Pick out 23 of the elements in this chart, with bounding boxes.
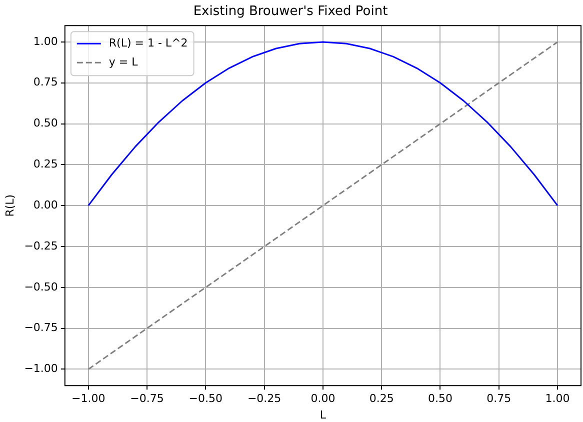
x-tick-label: −1.00 bbox=[72, 392, 106, 406]
y-tick-label: −0.75 bbox=[24, 321, 58, 334]
legend-label: R(L) = 1 - L^2 bbox=[108, 36, 188, 50]
x-tick-label: 0.50 bbox=[428, 392, 452, 406]
x-tick-label: −0.25 bbox=[247, 392, 282, 406]
y-tick-label: 1.00 bbox=[33, 34, 58, 48]
legend-label: y = L bbox=[108, 55, 139, 68]
x-tick-label: 0.25 bbox=[369, 392, 394, 406]
x-tick-label: 1.00 bbox=[545, 392, 570, 406]
x-tick-label: 0.00 bbox=[310, 392, 336, 406]
y-tick-label: 0.00 bbox=[33, 198, 58, 212]
x-axis-title: L bbox=[320, 408, 327, 422]
y-tick-label: −0.50 bbox=[24, 280, 58, 294]
y-axis-title: R(L) bbox=[3, 194, 16, 217]
y-tick-label: 0.75 bbox=[33, 76, 58, 89]
chart-title: Existing Brouwer's Fixed Point bbox=[193, 4, 388, 20]
x-tick-label: −0.75 bbox=[130, 392, 164, 406]
x-tick-label: −0.50 bbox=[188, 392, 223, 406]
y-tick-label: 0.25 bbox=[33, 158, 58, 171]
y-tick-label: −0.25 bbox=[24, 239, 58, 252]
y-tick-label: −1.00 bbox=[24, 362, 58, 376]
x-tick-label: 0.75 bbox=[486, 392, 512, 406]
y-tick-label: 0.50 bbox=[33, 116, 58, 130]
